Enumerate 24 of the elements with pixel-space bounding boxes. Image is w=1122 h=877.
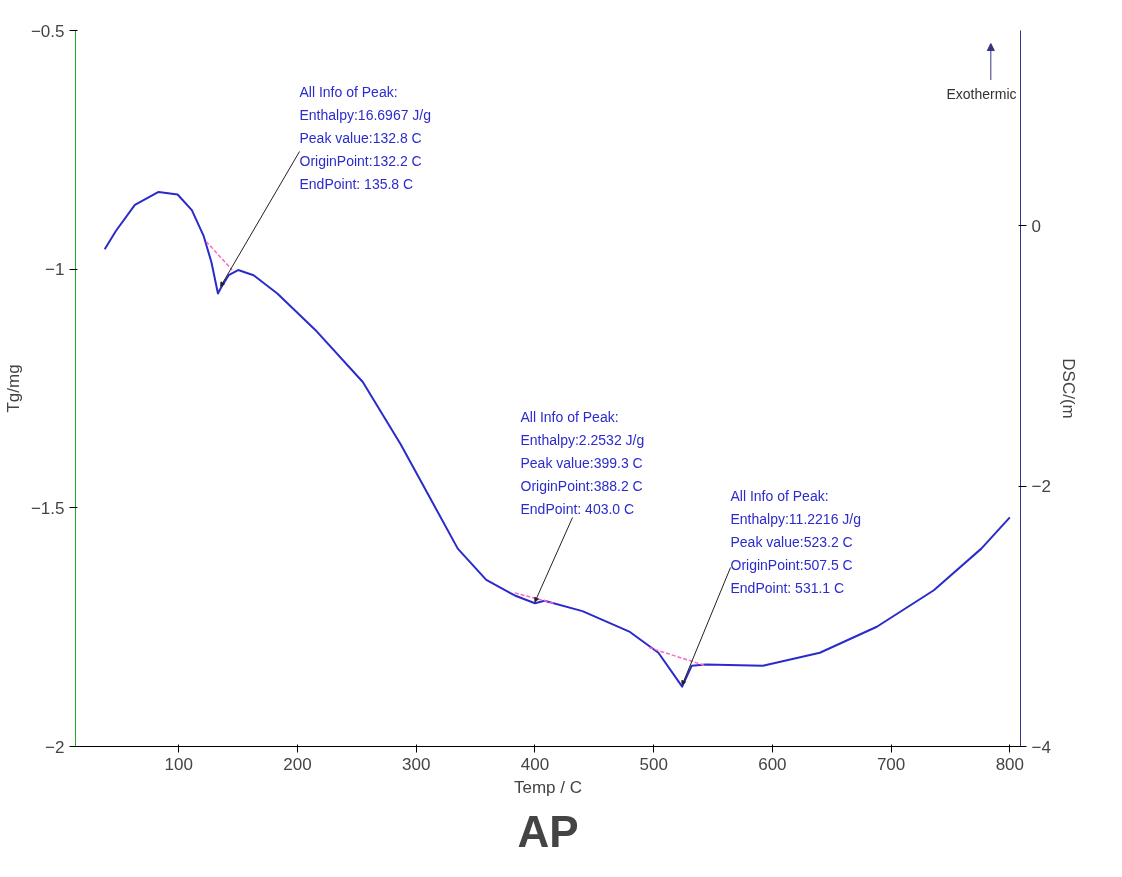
y-tick-label: −1 — [45, 260, 65, 280]
text: AP — [517, 806, 579, 856]
y-tick-label: −1.5 — [30, 498, 65, 518]
x-tick-label: 700 — [876, 754, 906, 774]
x-tick-label: 400 — [520, 754, 550, 774]
x-tick-label: 300 — [402, 754, 431, 774]
y2-tick-label: −4 — [1031, 737, 1051, 757]
y-tick-label: −2 — [45, 737, 65, 757]
y-tick-label: −0.5 — [30, 21, 65, 41]
annotation: All Info of Peak: Enthalpy:11.2216 J/g Peak value:523.2 C OriginPoint:507.5 C EndPoint: 531.1 C — [730, 487, 862, 597]
y2-tick-label: −2 — [1031, 477, 1051, 497]
x-tick-label: 600 — [758, 754, 787, 774]
annotation: All Info of Peak: Enthalpy:2.2532 J/g Peak value:399.3 C OriginPoint:388.2 C EndPoint: 403.0 C — [520, 408, 645, 518]
annotation: All Info of Peak: Enthalpy:16.6967 J/g Peak value:132.8 C OriginPoint:132.2 C EndPoint: 135.8 C — [299, 83, 432, 193]
line-series — [103, 190, 1011, 688]
x-tick-label: 200 — [283, 754, 312, 774]
y-axis-title: Tg/mg — [3, 364, 23, 413]
y2-tick-label: 0 — [1031, 216, 1041, 236]
x-tick-label: 800 — [995, 754, 1025, 774]
annotation: Exothermic — [946, 86, 1017, 103]
x-tick-label: 100 — [164, 754, 193, 774]
x-tick-label: 500 — [639, 754, 668, 774]
y2-axis-title: DSC/(m — [1058, 358, 1078, 419]
x-axis-title: Temp / C — [513, 777, 583, 797]
